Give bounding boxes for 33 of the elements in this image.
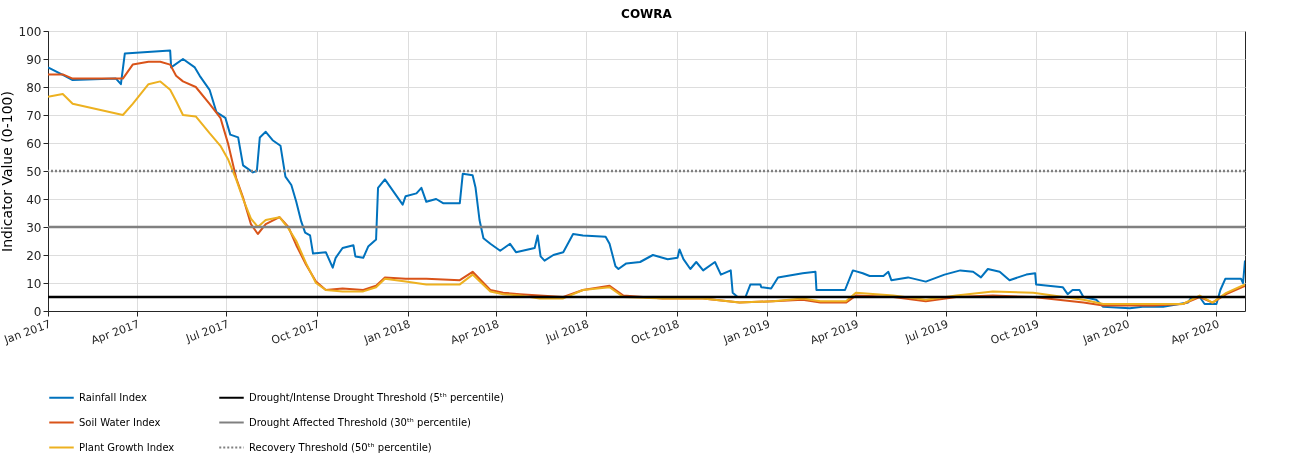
y-tick-label: 60: [26, 136, 42, 151]
x-tick-label: Jan 2020: [1080, 317, 1132, 347]
x-tick-label: Jan 2019: [720, 317, 772, 347]
legend-label: Recovery Threshold (50ᵗʰ percentile): [249, 441, 432, 453]
x-tick-label: Jul 2017: [183, 317, 231, 346]
x-tick-label: Oct 2017: [269, 317, 322, 348]
y-tick-label: 10: [26, 276, 42, 291]
y-tick-label: 50: [26, 164, 42, 179]
y-tick-label: 100: [18, 24, 42, 39]
y-tick-label: 70: [26, 108, 42, 123]
x-tick-label: Apr 2017: [89, 317, 142, 348]
x-tick-label: Apr 2019: [808, 317, 861, 348]
legend-label: Rainfall Index: [79, 391, 147, 403]
y-tick-label: 30: [26, 220, 42, 235]
y-axis-title: Indicator Value (0-100): [0, 91, 15, 252]
y-tick-label: 80: [26, 80, 42, 95]
legend-label: Drought Affected Threshold (30ᵗʰ percentile): [249, 416, 472, 428]
y-tick-label: 40: [26, 192, 42, 207]
x-tick-label: Jul 2019: [902, 317, 951, 346]
y-tick-label: 20: [26, 248, 42, 263]
legend-label: Drought/Intense Drought Threshold (5ᵗʰ percentile): [249, 391, 504, 403]
x-tick-label: Apr 2018: [448, 317, 501, 348]
legend-label: Soil Water Index: [79, 416, 161, 428]
x-tick-label: Jul 2018: [543, 317, 591, 346]
x-tick-label: Apr 2020: [1169, 317, 1222, 348]
chart-title: COWRA: [621, 7, 673, 21]
x-tick-label: Jan 2017: [1, 317, 53, 347]
y-tick-label: 0: [33, 304, 42, 319]
x-tick-label: Oct 2018: [629, 317, 682, 348]
legend-label: Plant Growth Index: [79, 441, 175, 453]
x-tick-label: Oct 2019: [988, 317, 1041, 348]
y-tick-label: 90: [26, 52, 42, 67]
x-tick-label: Jan 2018: [361, 317, 413, 347]
